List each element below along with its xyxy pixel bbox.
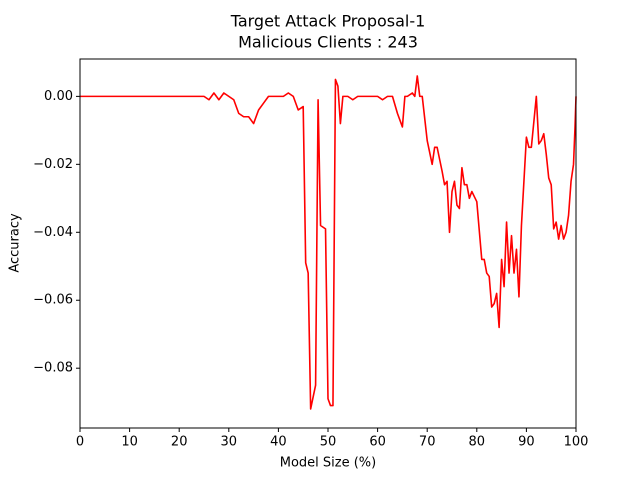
y-tick-label: −0.02 — [33, 157, 73, 172]
x-tick-label: 70 — [419, 435, 436, 450]
x-tick-label: 80 — [469, 435, 486, 450]
y-tick-label: −0.04 — [33, 225, 73, 240]
x-tick-label: 40 — [270, 435, 287, 450]
y-tick-label: 0.00 — [44, 89, 73, 104]
x-tick-label: 60 — [369, 435, 386, 450]
x-tick-label: 10 — [121, 435, 138, 450]
chart-subtitle: Malicious Clients : 243 — [238, 33, 418, 52]
x-axis-label: Model Size (%) — [280, 456, 376, 471]
line — [80, 75, 577, 410]
chart-title: Target Attack Proposal-1 — [230, 12, 426, 31]
y-tick-label: −0.06 — [33, 293, 73, 308]
y-tick-label: −0.08 — [33, 361, 73, 376]
x-tick-label: 20 — [171, 435, 188, 450]
x-tick-label: 0 — [76, 435, 84, 450]
x-tick-label: 90 — [518, 435, 535, 450]
x-tick-label: 100 — [564, 435, 589, 450]
x-tick-label: 30 — [221, 435, 238, 450]
plot-frame — [79, 58, 577, 429]
y-axis-label: Accuracy — [8, 213, 23, 273]
x-tick-label: 50 — [320, 435, 337, 450]
